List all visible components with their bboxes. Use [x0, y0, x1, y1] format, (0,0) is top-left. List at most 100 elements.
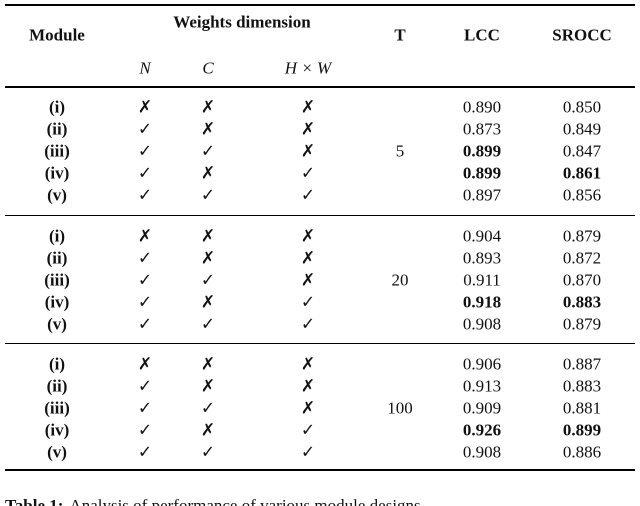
- srocc-value: 0.847: [562, 141, 602, 161]
- check-mark: ✗: [200, 420, 216, 440]
- module-label: (i): [48, 226, 66, 246]
- srocc-value: 0.879: [562, 314, 602, 334]
- module-label: (iv): [44, 420, 70, 440]
- header-cell: Module: [29, 25, 85, 45]
- lcc-value: 0.913: [462, 376, 502, 396]
- module-label: (iii): [44, 398, 70, 418]
- check-mark: ✗: [200, 354, 216, 374]
- check-mark: ✗: [137, 97, 153, 117]
- rule: [5, 4, 635, 6]
- module-label: (v): [47, 314, 67, 334]
- check-mark: ✓: [137, 442, 153, 462]
- srocc-value: 0.856: [562, 185, 602, 205]
- t-value: 20: [391, 270, 409, 290]
- lcc-value: 0.908: [462, 314, 502, 334]
- module-label: (ii): [46, 248, 68, 268]
- check-mark: ✗: [300, 354, 316, 374]
- check-mark: ✓: [300, 292, 316, 312]
- check-mark: ✗: [300, 270, 316, 290]
- check-mark: ✗: [137, 354, 153, 374]
- check-mark: ✗: [200, 226, 216, 246]
- t-value: 100: [387, 398, 413, 418]
- module-label: (ii): [46, 119, 68, 139]
- check-mark: ✗: [300, 141, 316, 161]
- check-mark: ✗: [200, 292, 216, 312]
- srocc-value: 0.883: [562, 292, 602, 312]
- srocc-value: 0.870: [562, 270, 602, 290]
- module-label: (iii): [44, 141, 70, 161]
- srocc-value: 0.887: [562, 354, 602, 374]
- check-mark: ✓: [137, 163, 153, 183]
- check-mark: ✗: [137, 226, 153, 246]
- check-mark: ✓: [300, 442, 316, 462]
- check-mark: ✗: [200, 97, 216, 117]
- check-mark: ✗: [200, 248, 216, 268]
- lcc-value: 0.909: [462, 398, 502, 418]
- check-mark: ✓: [137, 420, 153, 440]
- check-mark: ✗: [200, 119, 216, 139]
- check-mark: ✓: [137, 185, 153, 205]
- check-mark: ✓: [300, 163, 316, 183]
- t-value: 5: [395, 141, 405, 161]
- srocc-value: 0.861: [562, 163, 602, 183]
- check-mark: ✓: [200, 398, 216, 418]
- check-mark: ✓: [300, 185, 316, 205]
- caption-text: Analysis of performance of various modul…: [69, 496, 421, 506]
- header-cell: SROCC: [552, 25, 612, 45]
- module-label: (ii): [46, 376, 68, 396]
- check-mark: ✓: [137, 141, 153, 161]
- module-label: (v): [47, 185, 67, 205]
- check-mark: ✗: [300, 376, 316, 396]
- check-mark: ✓: [300, 420, 316, 440]
- check-mark: ✗: [300, 248, 316, 268]
- header-cell: LCC: [464, 25, 500, 45]
- check-mark: ✓: [137, 270, 153, 290]
- check-mark: ✓: [200, 141, 216, 161]
- srocc-value: 0.849: [562, 119, 602, 139]
- check-mark: ✓: [200, 270, 216, 290]
- module-label: (iv): [44, 163, 70, 183]
- check-mark: ✓: [137, 398, 153, 418]
- module-label: (i): [48, 354, 66, 374]
- module-label: (iii): [44, 270, 70, 290]
- srocc-value: 0.881: [562, 398, 602, 418]
- lcc-value: 0.897: [462, 185, 502, 205]
- lcc-value: 0.926: [462, 420, 502, 440]
- lcc-value: 0.908: [462, 442, 502, 462]
- check-mark: ✗: [300, 97, 316, 117]
- srocc-value: 0.879: [562, 226, 602, 246]
- rule: [5, 86, 635, 88]
- check-mark: ✓: [200, 442, 216, 462]
- srocc-value: 0.872: [562, 248, 602, 268]
- check-mark: ✓: [137, 314, 153, 334]
- subheader-cell: C: [202, 58, 214, 78]
- check-mark: ✗: [300, 119, 316, 139]
- caption: Table 1: Analysis of performance of vario…: [5, 496, 421, 506]
- srocc-value: 0.886: [562, 442, 602, 462]
- check-mark: ✓: [137, 376, 153, 396]
- srocc-value: 0.883: [562, 376, 602, 396]
- module-label: (iv): [44, 292, 70, 312]
- caption-label: Table 1:: [5, 496, 64, 506]
- header-cell: T: [394, 25, 406, 45]
- check-mark: ✓: [137, 248, 153, 268]
- subheader-cell: H × W: [284, 58, 332, 78]
- check-mark: ✗: [300, 226, 316, 246]
- srocc-value: 0.850: [562, 97, 602, 117]
- lcc-value: 0.918: [462, 292, 502, 312]
- subheader-cell: N: [139, 58, 151, 78]
- check-mark: ✓: [137, 119, 153, 139]
- module-label: (i): [48, 97, 66, 117]
- lcc-value: 0.899: [462, 163, 502, 183]
- check-mark: ✗: [200, 376, 216, 396]
- lcc-value: 0.893: [462, 248, 502, 268]
- rule: [5, 215, 635, 216]
- module-label: (v): [47, 442, 67, 462]
- check-mark: ✓: [137, 292, 153, 312]
- check-mark: ✓: [200, 314, 216, 334]
- rule: [5, 469, 635, 471]
- rule: [5, 343, 635, 344]
- check-mark: ✗: [300, 398, 316, 418]
- srocc-value: 0.899: [562, 420, 602, 440]
